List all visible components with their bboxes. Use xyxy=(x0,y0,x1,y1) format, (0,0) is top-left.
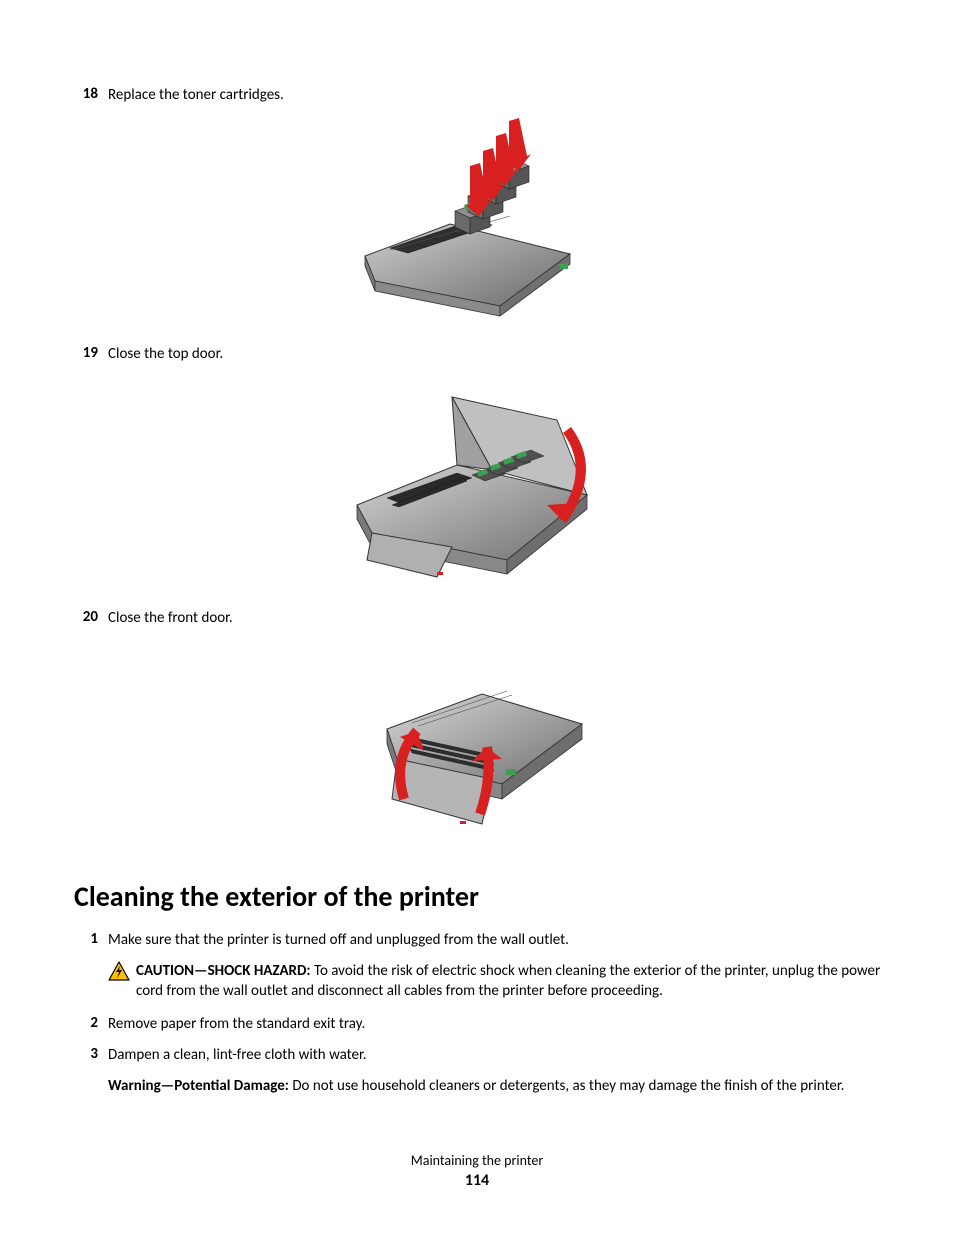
caution-row: CAUTION—SHOCK HAZARD: To avoid the risk … xyxy=(108,961,884,1002)
cleaning-step-2-text: Remove paper from the standard exit tray… xyxy=(108,1014,884,1035)
step-18-number: 18 xyxy=(70,85,98,103)
step-18: 18 Replace the toner cartridges. xyxy=(70,85,884,106)
cleaning-step-2: 2 Remove paper from the standard exit tr… xyxy=(70,1014,884,1035)
step-19-number: 19 xyxy=(70,344,98,362)
caution-bold: CAUTION—SHOCK HAZARD: xyxy=(136,962,311,980)
printer-close-front-icon xyxy=(352,639,602,844)
footer-page-number: 114 xyxy=(0,1171,954,1190)
section-heading: Cleaning the exterior of the printer xyxy=(74,879,884,914)
figure-step-19 xyxy=(70,375,884,590)
step-20: 20 Close the front door. xyxy=(70,608,884,629)
cleaning-step-1: 1 Make sure that the printer is turned o… xyxy=(70,930,884,951)
printer-close-top-icon xyxy=(337,375,617,590)
warning-bold: Warning—Potential Damage: xyxy=(108,1077,289,1095)
cleaning-step-2-number: 2 xyxy=(70,1014,98,1032)
cleaning-step-1-number: 1 xyxy=(70,930,98,948)
printer-toner-replace-icon xyxy=(360,116,595,326)
figure-step-20 xyxy=(70,639,884,844)
cleaning-step-3-number: 3 xyxy=(70,1045,98,1063)
step-18-text: Replace the toner cartridges. xyxy=(108,85,884,106)
warning-body: Do not use household cleaners or deterge… xyxy=(289,1077,844,1095)
cleaning-step-1-text: Make sure that the printer is turned off… xyxy=(108,930,884,951)
footer-section-text: Maintaining the printer xyxy=(0,1152,954,1169)
step-19-text: Close the top door. xyxy=(108,344,884,365)
caution-text: CAUTION—SHOCK HAZARD: To avoid the risk … xyxy=(136,961,884,1002)
step-20-number: 20 xyxy=(70,608,98,626)
page-footer: Maintaining the printer 114 xyxy=(0,1152,954,1190)
figure-step-18 xyxy=(70,116,884,326)
step-20-text: Close the front door. xyxy=(108,608,884,629)
warning-row: Warning—Potential Damage: Do not use hou… xyxy=(108,1076,884,1096)
cleaning-step-3: 3 Dampen a clean, lint-free cloth with w… xyxy=(70,1045,884,1066)
caution-shock-icon xyxy=(108,961,130,981)
step-19: 19 Close the top door. xyxy=(70,344,884,365)
cleaning-step-3-text: Dampen a clean, lint-free cloth with wat… xyxy=(108,1045,884,1066)
